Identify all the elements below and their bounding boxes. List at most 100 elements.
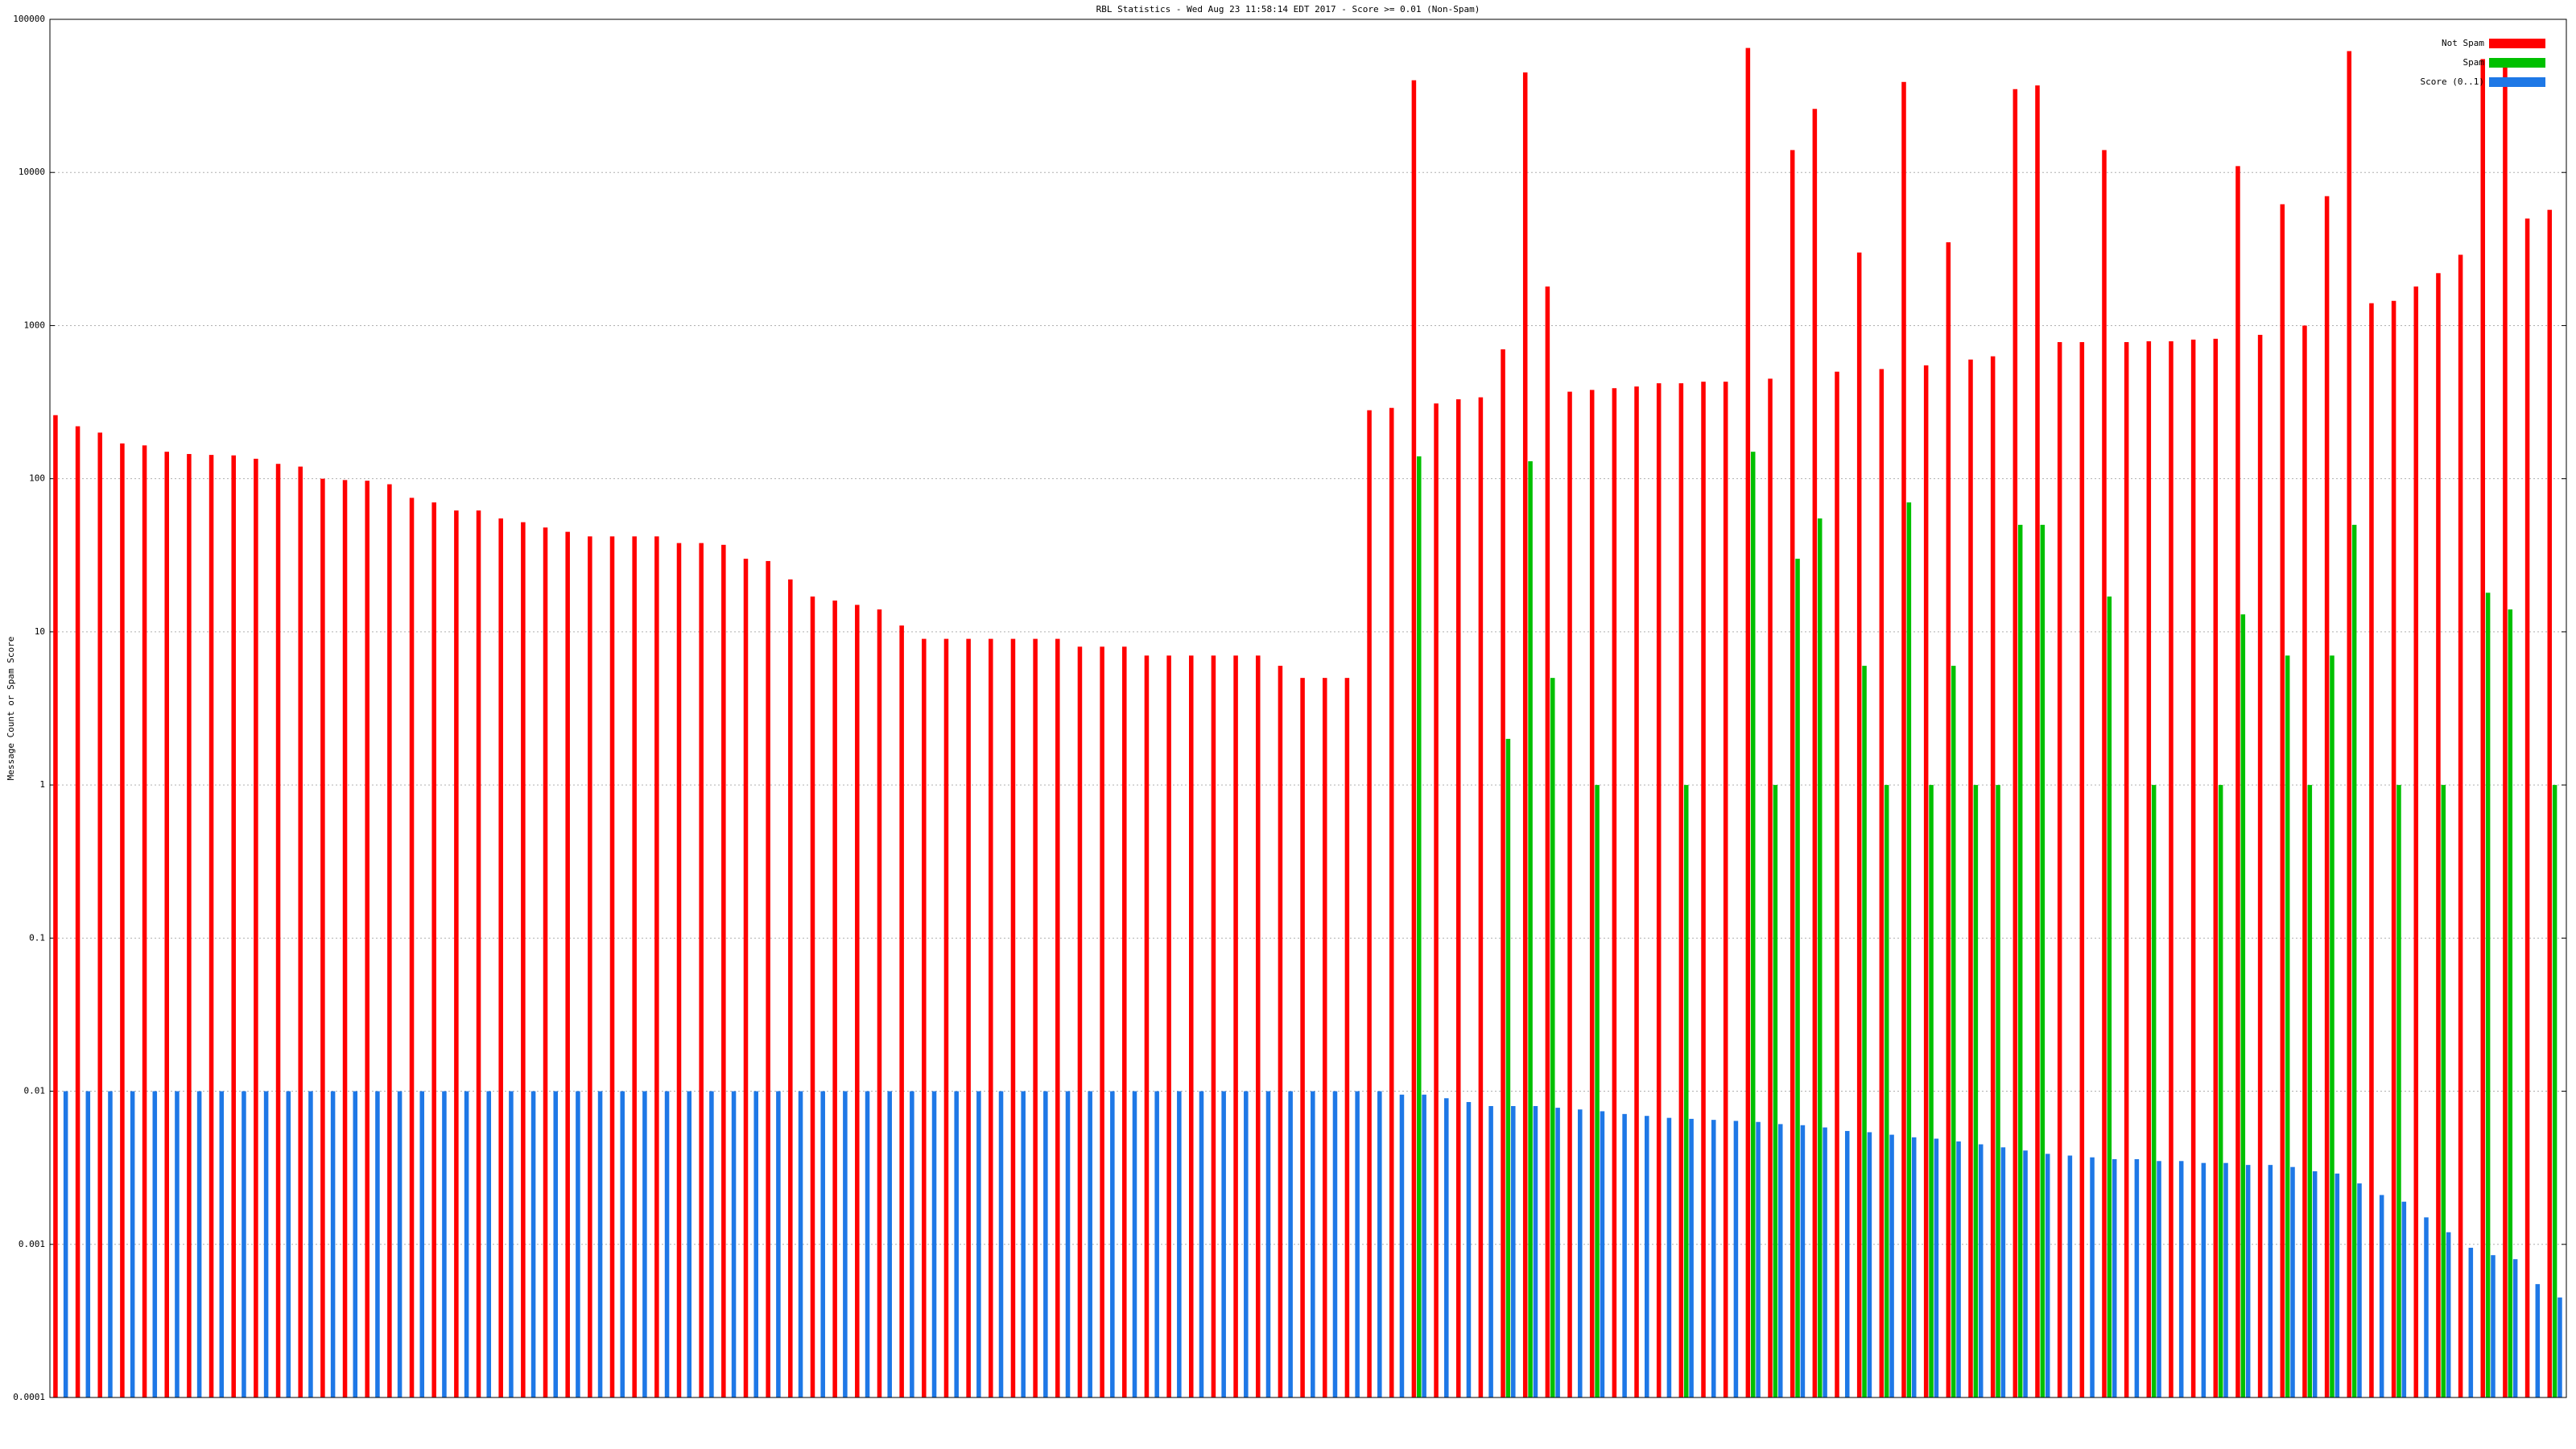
bar	[976, 1091, 981, 1397]
bar	[442, 1091, 447, 1397]
bar	[1399, 1094, 1405, 1397]
y-tick-label: 0.001	[19, 1239, 45, 1249]
bar	[1322, 678, 1327, 1397]
bar	[2268, 1165, 2273, 1397]
bar	[2557, 1297, 2562, 1397]
bar	[1656, 383, 1662, 1397]
bar	[320, 478, 325, 1397]
bar	[1422, 1094, 1426, 1397]
bar	[1010, 638, 1016, 1397]
bar	[2330, 655, 2334, 1397]
bar	[2045, 1154, 2050, 1397]
bar	[2468, 1248, 2474, 1397]
bar	[1968, 359, 1973, 1397]
bar	[187, 453, 192, 1397]
bar	[2307, 785, 2313, 1397]
bar	[342, 480, 348, 1397]
bar	[2257, 334, 2263, 1397]
bar	[330, 1091, 336, 1397]
bar	[1144, 655, 1150, 1397]
bar	[521, 522, 526, 1397]
bar	[464, 1091, 469, 1397]
bar	[1505, 738, 1511, 1397]
bar	[142, 445, 147, 1397]
bar	[1122, 646, 1127, 1397]
bar	[120, 443, 125, 1398]
bar	[409, 497, 415, 1397]
bar	[1756, 1121, 1761, 1397]
bar	[2000, 1147, 2006, 1397]
bar	[731, 1091, 737, 1397]
bar	[1823, 1127, 1827, 1397]
bar	[2035, 85, 2040, 1398]
bar	[53, 415, 58, 1397]
bar	[1790, 150, 1795, 1397]
bar	[966, 638, 971, 1397]
bar	[1862, 666, 1867, 1397]
bar	[175, 1091, 180, 1397]
bar	[1110, 1091, 1115, 1397]
bar	[753, 1091, 758, 1397]
bar	[632, 536, 637, 1397]
bar	[419, 1091, 425, 1397]
bar	[899, 625, 904, 1397]
legend-label: Not Spam	[2442, 38, 2484, 48]
bar	[1211, 655, 1216, 1397]
bar	[2285, 655, 2290, 1397]
bar	[642, 1091, 647, 1397]
bar	[1683, 785, 1689, 1397]
bar	[1867, 1132, 1872, 1397]
bar	[2023, 1150, 2028, 1397]
bar	[196, 1091, 202, 1397]
bar	[2508, 609, 2513, 1397]
bar	[298, 466, 303, 1397]
bar	[1745, 47, 1751, 1398]
bar	[1800, 1125, 1806, 1397]
bar	[219, 1091, 225, 1397]
bar	[2017, 524, 2023, 1398]
bar	[1488, 1105, 1493, 1397]
bar	[2124, 341, 2129, 1397]
bar	[476, 510, 481, 1397]
bar	[2302, 325, 2307, 1397]
bar	[2235, 166, 2240, 1398]
bar	[208, 455, 214, 1397]
bar	[1233, 655, 1238, 1397]
bar	[832, 601, 837, 1397]
y-tick-label: 100000	[13, 14, 45, 24]
bar	[1795, 559, 1800, 1397]
bar	[2458, 254, 2463, 1397]
y-tick-label: 0.0001	[13, 1392, 45, 1402]
bar	[1021, 1091, 1026, 1397]
bar	[2413, 286, 2419, 1397]
bar	[1088, 1091, 1092, 1397]
bar	[1416, 456, 1422, 1397]
bar	[2503, 63, 2508, 1398]
bar	[699, 543, 704, 1398]
bar	[2436, 273, 2441, 1397]
bar	[1455, 399, 1461, 1397]
y-tick-label: 0.01	[24, 1086, 46, 1096]
bar	[164, 452, 170, 1397]
bar	[2480, 59, 2486, 1397]
bar	[1884, 785, 1889, 1397]
bar	[2491, 1255, 2496, 1397]
bar	[1711, 1120, 1716, 1397]
bar	[2190, 339, 2196, 1397]
bar	[2552, 785, 2557, 1397]
bar	[1377, 1091, 1382, 1397]
bar	[1132, 1091, 1137, 1397]
legend-swatch	[2489, 39, 2545, 48]
y-tick-label: 0.1	[29, 932, 45, 943]
bar	[1043, 1091, 1048, 1397]
bar	[810, 597, 815, 1397]
bar	[553, 1091, 559, 1397]
legend-swatch	[2489, 58, 2545, 68]
bar	[798, 1091, 803, 1397]
bar	[2396, 785, 2401, 1397]
bar	[2280, 204, 2285, 1397]
bar	[820, 1091, 825, 1397]
bar	[620, 1091, 625, 1397]
bar	[2485, 592, 2491, 1397]
bar	[1622, 1113, 1627, 1397]
